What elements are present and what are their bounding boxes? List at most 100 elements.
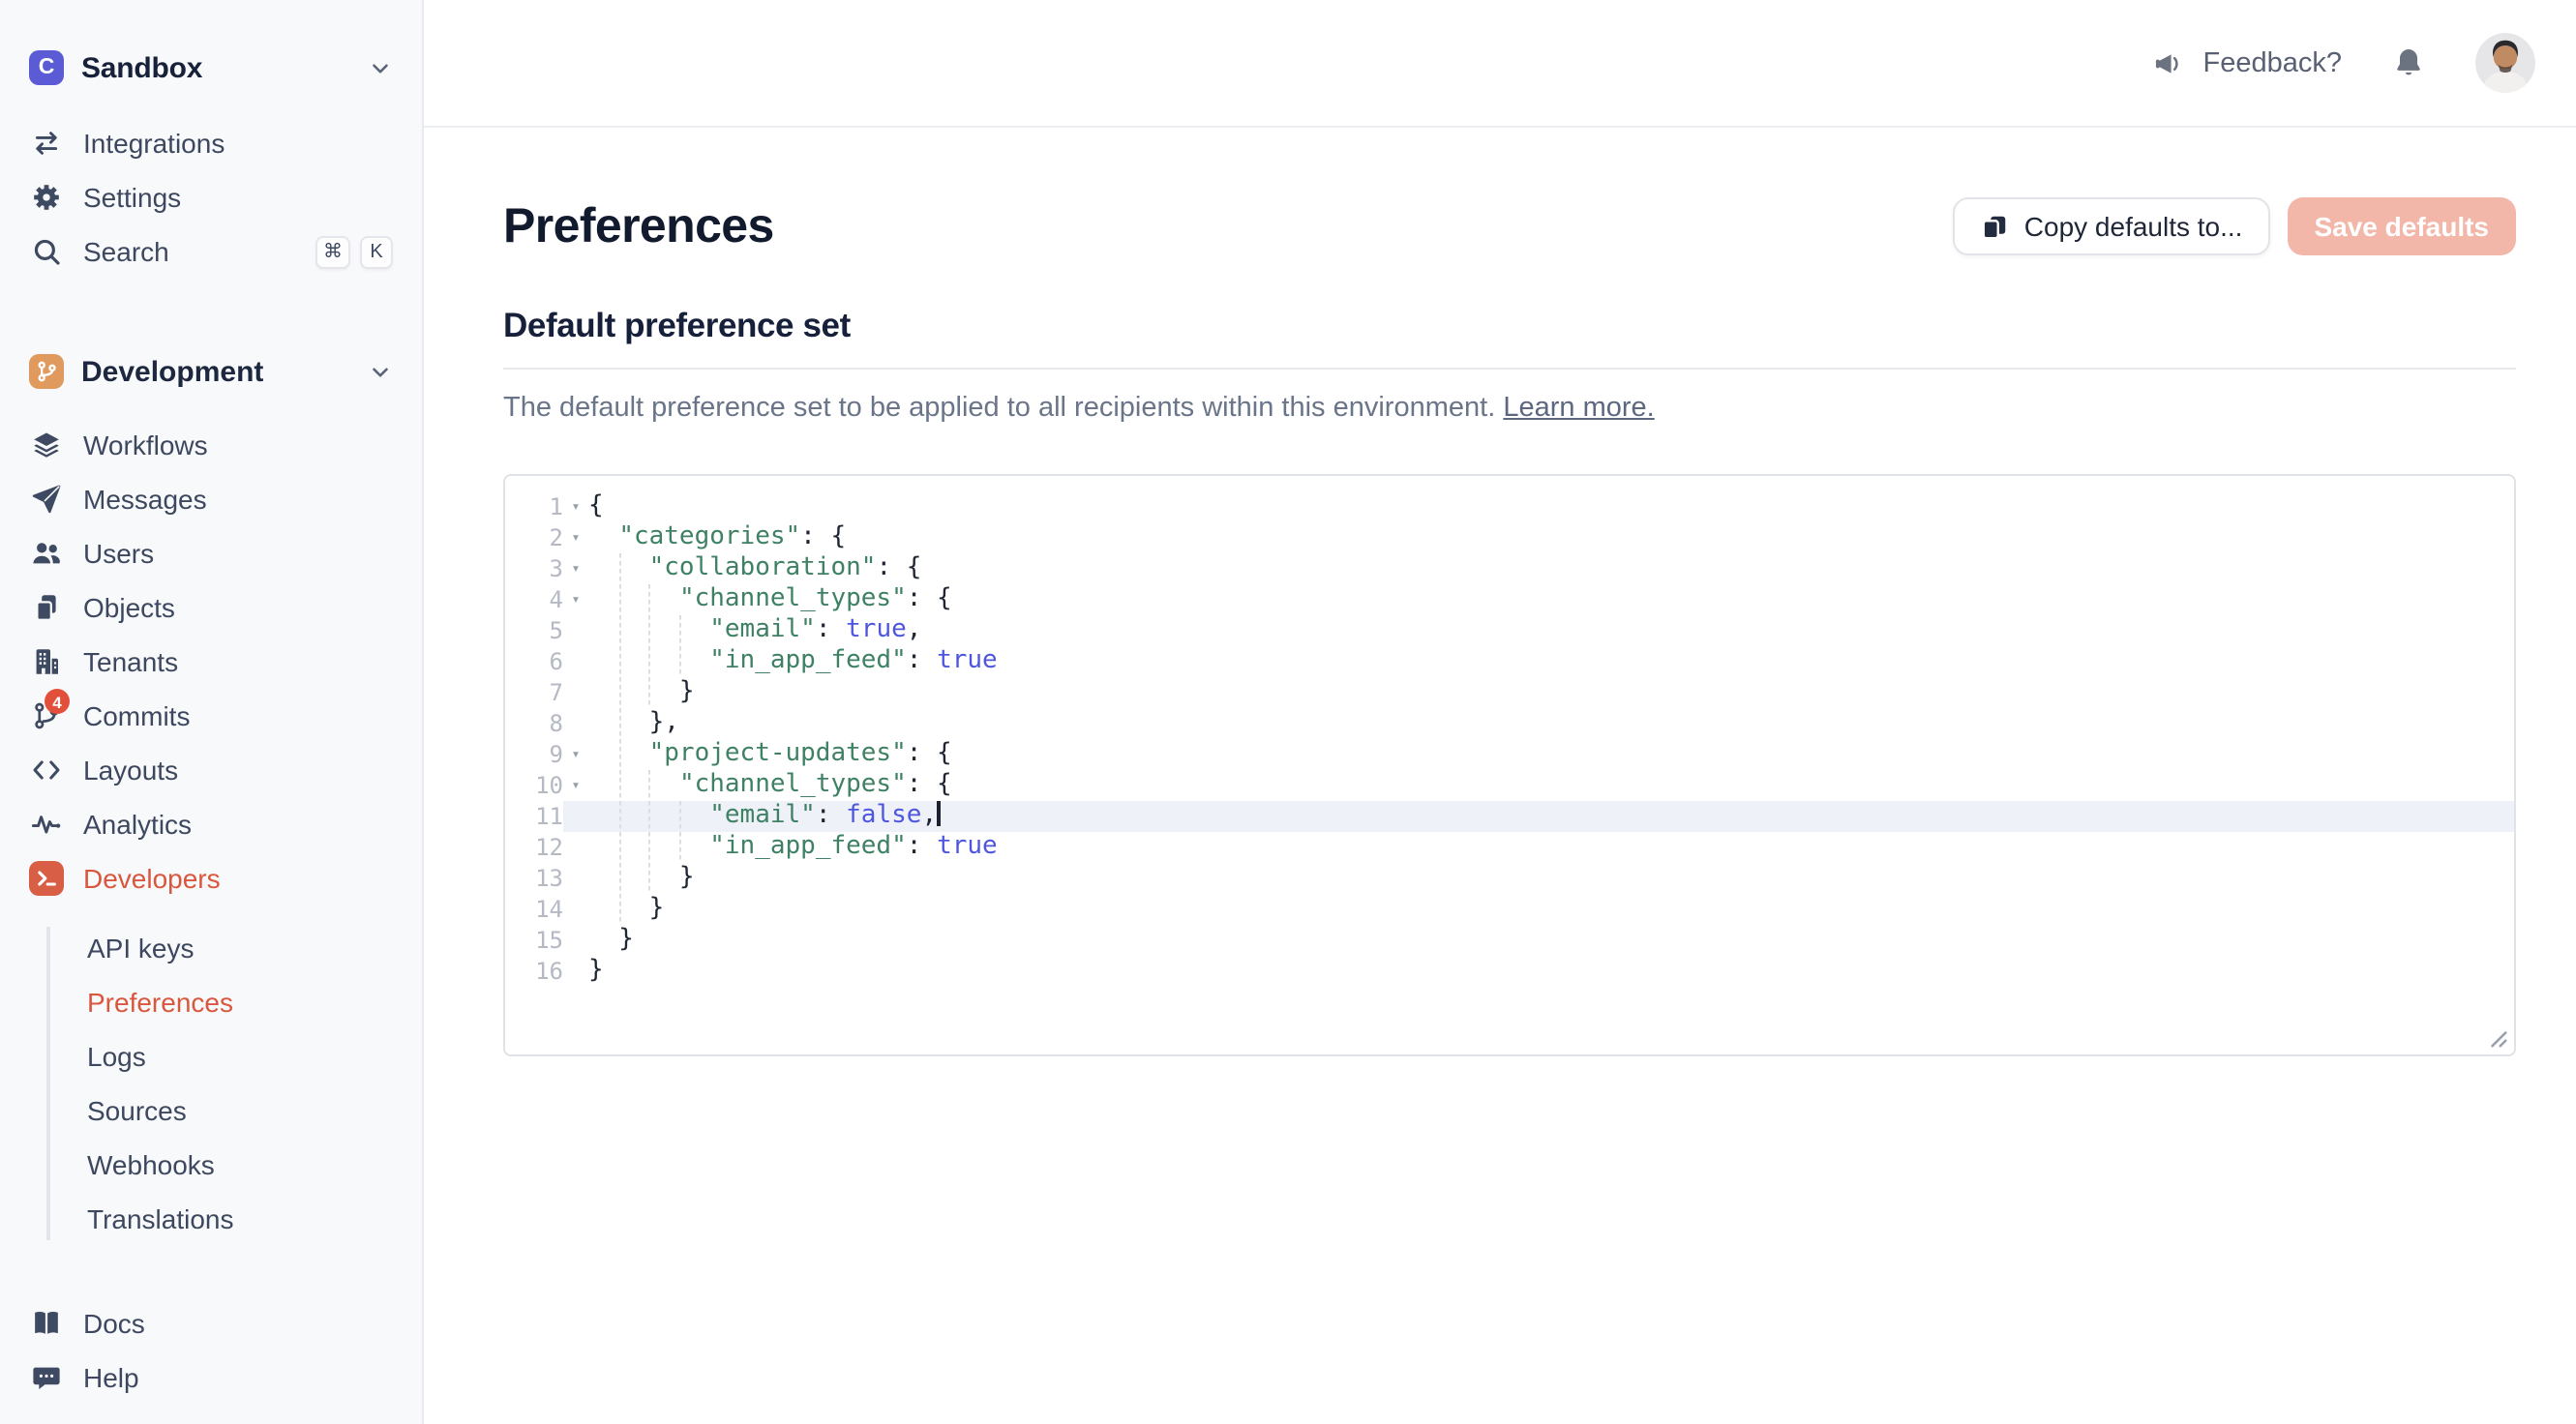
sidebar-subitem-translations[interactable]: Translations bbox=[87, 1203, 234, 1234]
line-number: 15 bbox=[535, 927, 563, 955]
sidebar-item-workflows[interactable]: Workflows bbox=[0, 418, 422, 472]
sidebar-item-developers[interactable]: Developers bbox=[0, 851, 422, 905]
fold-arrow-icon[interactable]: ▾ bbox=[571, 776, 581, 794]
sidebar-item-analytics[interactable]: Analytics bbox=[0, 797, 422, 851]
sidebar-subitem-logs[interactable]: Logs bbox=[87, 1041, 146, 1072]
shortcut-key: K bbox=[360, 235, 393, 268]
sidebar-item-messages[interactable]: Messages bbox=[0, 472, 422, 526]
chevron-down-icon bbox=[368, 359, 393, 384]
code-line-8[interactable]: 8 }, bbox=[505, 708, 2514, 739]
code-line-16[interactable]: 16} bbox=[505, 956, 2514, 987]
developers-icon bbox=[29, 861, 64, 896]
line-number: 6 bbox=[549, 648, 563, 676]
sidebar-item-objects[interactable]: Objects bbox=[0, 580, 422, 635]
sidebar-item-label: Analytics bbox=[83, 809, 193, 840]
line-number: 14 bbox=[535, 896, 563, 924]
code-line-13[interactable]: 13 } bbox=[505, 863, 2514, 894]
code-line-7[interactable]: 7 } bbox=[505, 677, 2514, 708]
section-description: The default preference set to be applied… bbox=[503, 389, 2516, 430]
indent-guide bbox=[678, 615, 681, 678]
sidebar: C Sandbox Integrations Settings Search ⌘ K D… bbox=[0, 0, 424, 1424]
sidebar-subitem-sources[interactable]: Sources bbox=[87, 1095, 187, 1126]
integrations-icon bbox=[29, 128, 64, 159]
fold-arrow-icon[interactable]: ▾ bbox=[571, 590, 581, 608]
fold-arrow-icon[interactable]: ▾ bbox=[571, 528, 581, 547]
sidebar-item-docs[interactable]: Docs bbox=[0, 1296, 422, 1350]
layouts-icon bbox=[29, 755, 64, 786]
sidebar-item-label: Commits bbox=[83, 700, 191, 731]
fold-gutter bbox=[563, 956, 588, 987]
code-line-1[interactable]: 1 ▾ { bbox=[505, 491, 2514, 522]
feedback-button[interactable]: Feedback? bbox=[2155, 47, 2342, 78]
code-line-14[interactable]: 14 } bbox=[505, 894, 2514, 925]
code-line-3[interactable]: 3 ▾ "collaboration": { bbox=[505, 553, 2514, 584]
workspace-switcher[interactable]: C Sandbox bbox=[0, 46, 422, 89]
settings-icon bbox=[29, 182, 64, 213]
copy-defaults-button[interactable]: Copy defaults to... bbox=[1952, 197, 2270, 255]
fold-gutter bbox=[563, 615, 588, 646]
code-line-11[interactable]: 11 "email": false, bbox=[505, 801, 2514, 833]
sidebar-item-label: Tenants bbox=[83, 646, 179, 677]
line-number: 5 bbox=[549, 617, 563, 645]
user-avatar[interactable] bbox=[2475, 33, 2535, 93]
description-text: The default preference set to be applied… bbox=[503, 393, 1496, 424]
learn-more-link[interactable]: Learn more. bbox=[1503, 393, 1655, 424]
code-lines: 1 ▾ {2 ▾ "categories": {3 ▾ "collaboration":… bbox=[505, 476, 2514, 987]
sidebar-item-commits[interactable]: 4 Commits bbox=[0, 689, 422, 743]
indent-guide bbox=[618, 553, 621, 926]
indent-guide bbox=[678, 801, 681, 864]
sidebar-subitem-webhooks[interactable]: Webhooks bbox=[87, 1149, 215, 1180]
shortcut-key: ⌘ bbox=[315, 235, 350, 268]
fold-gutter bbox=[563, 863, 588, 894]
fold-gutter bbox=[563, 708, 588, 739]
objects-icon bbox=[29, 592, 64, 623]
code-line-15[interactable]: 15 } bbox=[505, 925, 2514, 956]
workflows-icon bbox=[29, 430, 64, 460]
json-editor[interactable]: 1 ▾ {2 ▾ "categories": {3 ▾ "collaboration":… bbox=[503, 474, 2516, 1057]
code-line-10[interactable]: 10 ▾ "channel_types": { bbox=[505, 770, 2514, 801]
code-line-6[interactable]: 6 "in_app_feed": true bbox=[505, 646, 2514, 677]
sidebar-item-settings[interactable]: Settings bbox=[0, 170, 422, 224]
code-line-4[interactable]: 4 ▾ "channel_types": { bbox=[505, 584, 2514, 615]
workspace-name: Sandbox bbox=[81, 51, 203, 84]
fold-gutter bbox=[563, 801, 588, 832]
commits-icon: 4 bbox=[29, 689, 70, 731]
notifications-bell-icon[interactable] bbox=[2392, 46, 2425, 79]
sidebar-item-tenants[interactable]: Tenants bbox=[0, 635, 422, 689]
line-number: 1 bbox=[549, 493, 563, 521]
fold-arrow-icon[interactable]: ▾ bbox=[571, 559, 581, 578]
fold-arrow-icon[interactable]: ▾ bbox=[571, 497, 581, 516]
sidebar-spacer bbox=[0, 1246, 422, 1296]
code-line-5[interactable]: 5 "email": true, bbox=[505, 615, 2514, 646]
line-number: 12 bbox=[535, 834, 563, 862]
code-text: }, bbox=[588, 708, 679, 738]
commits-badge: 4 bbox=[45, 689, 70, 714]
sidebar-item-integrations[interactable]: Integrations bbox=[0, 116, 422, 170]
sidebar-item-label: Integrations bbox=[83, 128, 225, 159]
indent-guide bbox=[648, 584, 651, 709]
sidebar-top-nav: Integrations Settings Search ⌘ K bbox=[0, 116, 422, 279]
save-defaults-button[interactable]: Save defaults bbox=[2287, 197, 2516, 255]
sidebar-item-label: Docs bbox=[83, 1308, 145, 1339]
code-line-9[interactable]: 9 ▾ "project-updates": { bbox=[505, 739, 2514, 770]
sidebar-item-label: Messages bbox=[83, 484, 207, 515]
sidebar-subitem-api-keys[interactable]: API keys bbox=[87, 933, 195, 964]
sidebar-item-users[interactable]: Users bbox=[0, 526, 422, 580]
page-title: Preferences bbox=[503, 198, 774, 252]
sidebar-item-label: Users bbox=[83, 538, 155, 569]
sidebar-item-help[interactable]: Help bbox=[0, 1350, 422, 1405]
environment-switcher[interactable]: Development bbox=[0, 348, 422, 395]
line-number: 16 bbox=[535, 958, 563, 986]
sidebar-item-search[interactable]: Search ⌘ K bbox=[0, 224, 422, 279]
code-line-12[interactable]: 12 "in_app_feed": true bbox=[505, 832, 2514, 863]
fold-arrow-icon[interactable]: ▾ bbox=[571, 745, 581, 763]
resize-handle-icon[interactable] bbox=[2487, 1027, 2508, 1049]
code-text: "categories": { bbox=[618, 522, 847, 552]
sidebar-item-layouts[interactable]: Layouts bbox=[0, 743, 422, 797]
sidebar-item-label: Search bbox=[83, 236, 169, 267]
sidebar-item-label: Help bbox=[83, 1362, 139, 1393]
analytics-icon bbox=[29, 809, 64, 840]
sidebar-subitem-preferences[interactable]: Preferences bbox=[87, 987, 233, 1018]
code-line-2[interactable]: 2 ▾ "categories": { bbox=[505, 522, 2514, 553]
